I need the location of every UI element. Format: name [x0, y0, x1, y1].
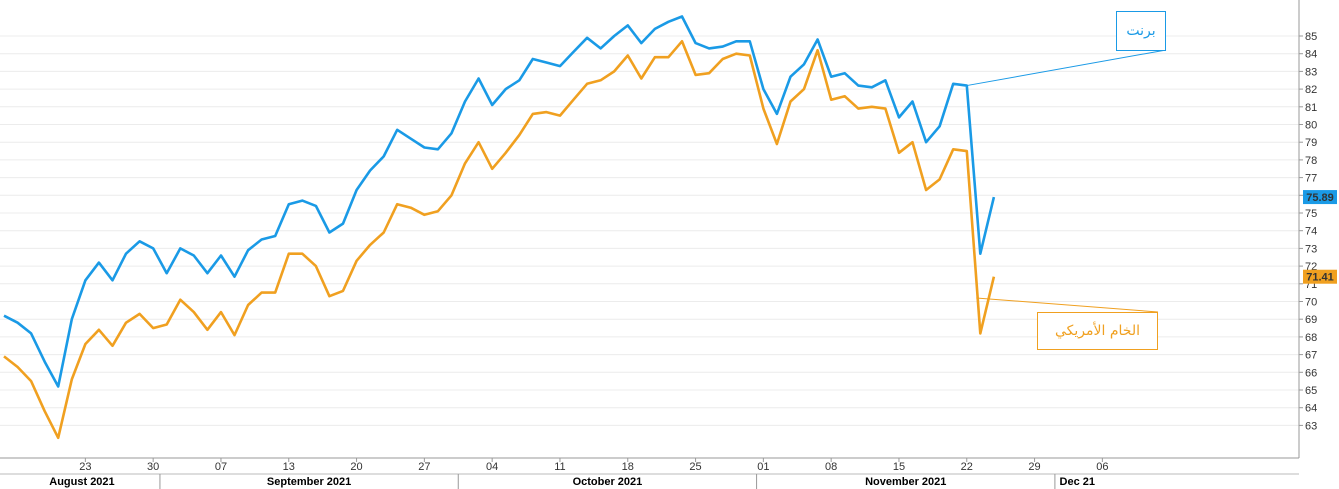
y-tick-label: 65 [1305, 385, 1317, 397]
x-tick-label: 08 [825, 461, 837, 473]
y-tick-label: 80 [1305, 120, 1317, 132]
y-tick-label: 85 [1305, 31, 1317, 43]
y-axis: 6364656667686970717273747576777879808182… [1298, 0, 1337, 458]
month-label: August 2021 [49, 476, 114, 488]
y-tick-label: 64 [1305, 403, 1317, 415]
y-tick-label: 68 [1305, 332, 1317, 344]
series-line-0 [3, 15, 996, 388]
x-tick-label: 04 [486, 461, 498, 473]
x-tick-label: 11 [554, 461, 565, 473]
x-tick-label: 20 [350, 461, 362, 473]
x-tick-label: 30 [147, 461, 159, 473]
x-tick-label: 13 [283, 461, 295, 473]
x-tick-label: 27 [418, 461, 430, 473]
y-tick-label: 78 [1305, 155, 1317, 167]
y-tick-label: 63 [1305, 420, 1317, 432]
y-tick-label: 83 [1305, 66, 1317, 78]
legend-brent: برنت [1116, 11, 1166, 51]
y-tick-label: 82 [1305, 84, 1317, 96]
y-tick-label: 77 [1305, 173, 1317, 185]
x-tick-label: 01 [757, 461, 769, 473]
x-tick-label: 25 [689, 461, 701, 473]
last-value-box-1 [1303, 269, 1337, 284]
legend-brent-label: برنت [1126, 23, 1156, 39]
chart-grid [0, 35, 1299, 426]
x-tick-label: 07 [215, 461, 227, 473]
x-tick-label: 29 [1028, 461, 1040, 473]
x-axis: 23 30 07 13 20 27 04 11 18 25 01 08 15 22 29 06 August 2… [0, 457, 1299, 489]
last-value-box-0 [1303, 190, 1337, 205]
y-tick-label: 75 [1305, 208, 1317, 220]
y-tick-label: 66 [1305, 367, 1317, 379]
y-tick-label: 74 [1305, 226, 1317, 238]
month-label: September 2021 [267, 476, 351, 488]
chart-series-lines [3, 15, 1167, 440]
month-label: Dec 21 [1060, 476, 1095, 488]
legend-brent-leader [966, 49, 1167, 87]
legend-wti-label: الخام الأمريكي [1055, 323, 1140, 339]
y-tick-label: 70 [1305, 297, 1317, 309]
legend-wti-leader [976, 297, 1159, 313]
month-label: November 2021 [865, 476, 946, 488]
series-line-1 [3, 39, 996, 440]
x-tick-label: 23 [79, 461, 91, 473]
last-value-label-1: 71.41 [1306, 272, 1334, 284]
x-tick-label: 15 [893, 461, 905, 473]
legend-wti: الخام الأمريكي [1037, 312, 1158, 350]
x-tick-label: 06 [1096, 461, 1108, 473]
y-tick-label: 73 [1305, 243, 1317, 255]
month-label: October 2021 [573, 476, 643, 488]
last-value-label-0: 75.89 [1306, 192, 1334, 204]
x-tick-label: 18 [622, 461, 634, 473]
x-tick-label: 22 [961, 461, 973, 473]
y-tick-label: 69 [1305, 314, 1317, 326]
y-tick-label: 84 [1305, 49, 1317, 61]
y-tick-label: 67 [1305, 350, 1317, 362]
y-tick-label: 79 [1305, 137, 1317, 149]
y-tick-label: 81 [1305, 102, 1317, 114]
